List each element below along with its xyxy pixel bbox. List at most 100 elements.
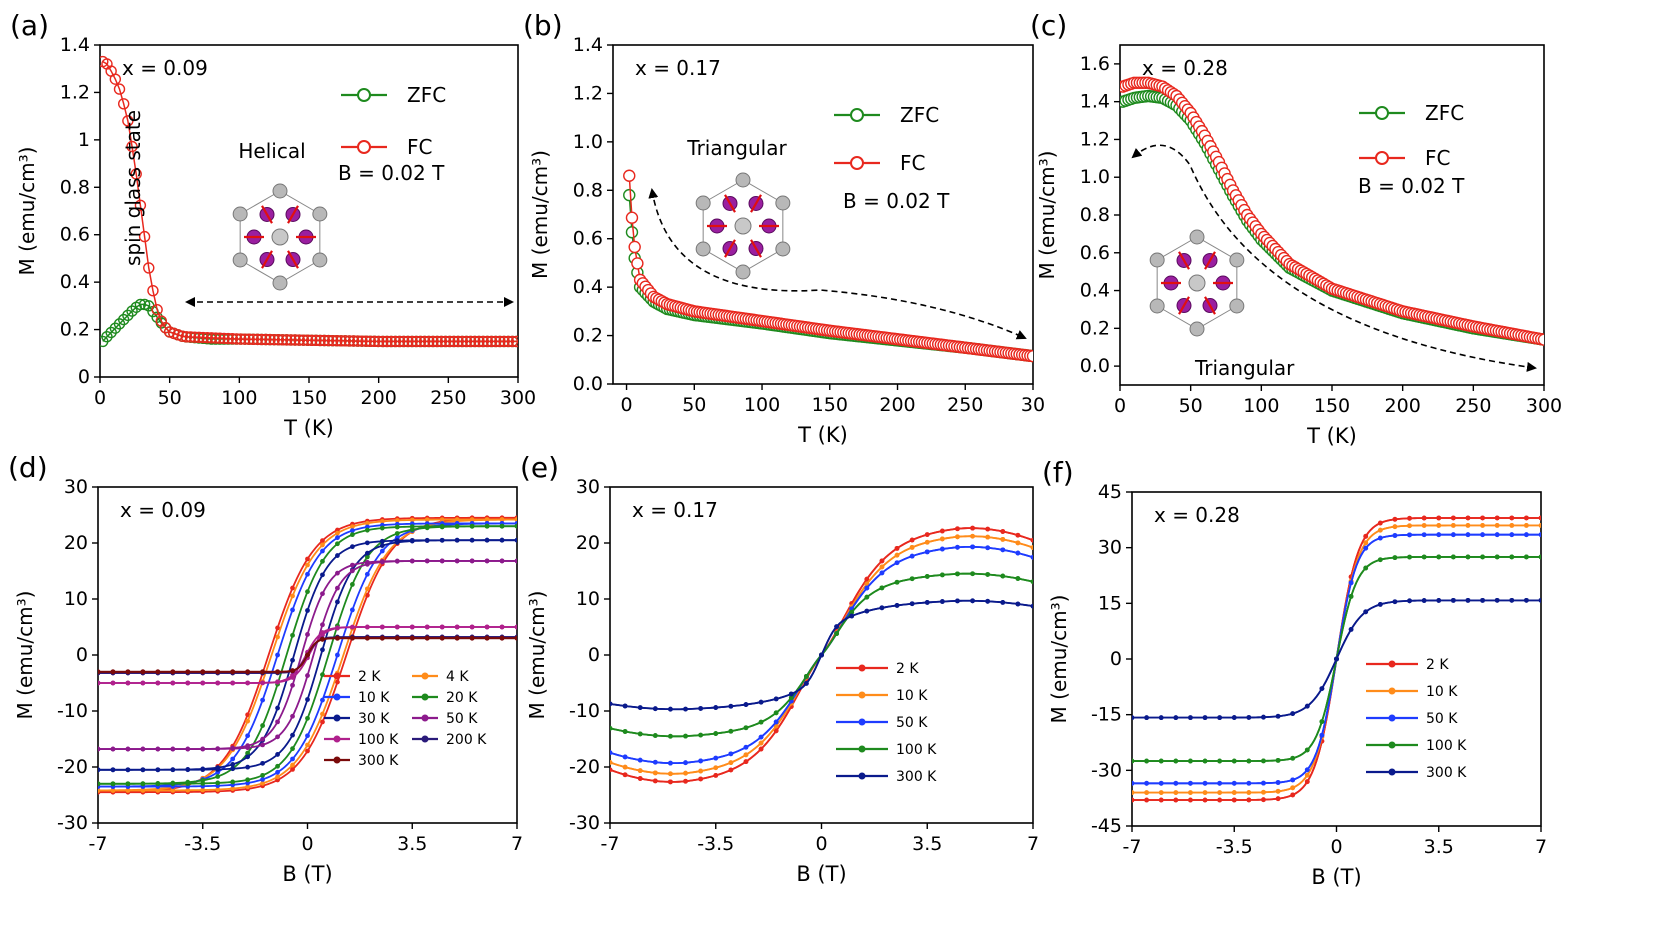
legend-marker-fc [357,140,371,154]
x-tick-label: 150 [812,394,848,416]
data-point-2k [364,592,370,598]
data-point-100k [955,571,960,577]
data-point-10k [668,771,673,777]
data-point-4k [260,780,266,786]
data-point-50k [469,558,475,564]
grey-atom [312,252,328,268]
legend-label: 10 K [1426,684,1458,700]
data-point-50k [864,585,870,591]
data-point-100k [864,594,870,600]
plot-area [623,169,1033,363]
data-point-300k [879,605,885,611]
data-point-300k [1202,715,1208,721]
data-point-fc [272,334,285,346]
data-point-100k [668,733,673,739]
y-tick-label: 0.2 [60,319,90,341]
data-point-300k [1509,597,1515,603]
crystal-structure-icon [232,183,328,291]
data-point-2k [773,728,779,734]
data-point-50k [773,719,779,725]
data-point-10k [1261,789,1266,795]
data-point-fc [113,83,126,95]
legend-marker-fc [850,156,864,170]
data-point-300k [652,706,658,712]
data-point-50k [1407,532,1412,538]
y-tick-label: 0.8 [1080,204,1110,226]
composition-label: x = 0.28 [1154,503,1240,527]
data-point-10k [1132,790,1135,795]
legend-label: 10 K [896,688,928,704]
data-point-50k [1538,532,1541,538]
data-point-50k [1494,532,1500,538]
data-point-20k [349,582,355,587]
legend-marker [1388,741,1396,749]
data-point-100k [924,574,930,579]
panel-label: (b) [523,9,563,42]
data-point-50k [743,744,749,750]
data-point-fc [281,334,293,346]
data-point-fc [301,334,314,346]
data-point-20k [260,723,266,728]
legend-label: 300 K [358,753,399,769]
data-point-50k [439,558,445,564]
data-point-300k [1144,715,1150,721]
data-point-2k [1158,797,1164,803]
data-point-fc [435,335,448,348]
data-point-fc [189,331,201,343]
data-point-fc [1537,333,1544,346]
data-point-300k [1173,715,1179,721]
data-point-2k [698,776,704,782]
data-point-10k [349,607,355,613]
legend-label: 2 K [896,661,919,677]
data-point-2k [1188,797,1193,803]
y-tick-label: 0.8 [60,176,90,198]
data-point-fc [368,335,381,348]
structure-label: Triangular [686,136,787,160]
data-point-10k [1275,788,1281,794]
data-point-10k [1363,540,1369,546]
data-point-100k [622,729,628,734]
data-point-fc [439,335,452,348]
data-point-fc [205,332,218,344]
data-point-fc [510,335,518,348]
data-point-300k [1304,703,1310,709]
data-point-300k [1480,597,1485,603]
data-point-50k [1231,780,1237,786]
data-point-20k [305,589,310,595]
data-point-300k [909,601,915,607]
composition-label: x = 0.09 [120,498,206,522]
y-tick-label: -30 [569,812,600,834]
data-point-50k [290,713,295,719]
data-point-fc [448,335,460,348]
data-point-300k [788,691,794,697]
data-point-4k [335,530,340,536]
data-point-100k [170,680,176,686]
data-point-fc [427,335,439,348]
data-point-fc [385,335,397,348]
y-axis-title: M (emu/cm³) [525,591,549,720]
grey-atom [1149,298,1165,314]
data-point-300k [698,706,704,711]
x-tick-label: 7 [511,833,523,855]
spin-arrow [261,250,273,269]
data-point-100k [1407,554,1412,560]
data-point-100k [803,673,809,679]
data-point-50k [1015,550,1021,556]
data-point-300k [305,652,310,658]
data-point-10k [1202,790,1208,795]
data-point-100k [985,572,991,577]
data-point-20k [499,523,505,529]
x-tick-label: 150 [1314,395,1350,417]
spin-arrow [261,205,273,224]
x-tick-label: 200 [361,387,397,409]
data-point-2k [1290,792,1296,798]
legend-marker [858,745,866,753]
data-point-20k [98,781,101,787]
legend-label: 50 K [896,715,928,731]
data-point-30k [290,657,295,663]
data-point-50k [230,745,236,751]
data-point-300k [1158,715,1164,721]
y-axis-title: M (emu/cm³) [1035,151,1059,280]
data-point-20k [305,715,310,721]
x-tick-label: 0 [94,387,106,409]
